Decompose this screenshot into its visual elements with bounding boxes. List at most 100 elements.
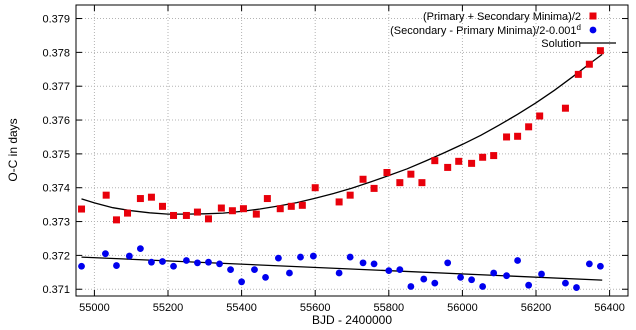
primary-secondary-mean-point	[158, 202, 166, 210]
secondary-primary-diff-point	[262, 273, 269, 281]
primary-secondary-mean-point	[514, 132, 522, 140]
x-axis-title: BJD - 2400000	[312, 313, 392, 327]
legend-label: (Secondary - Primary Minima)/2-0.001d	[390, 23, 581, 38]
primary-secondary-mean-point	[335, 198, 343, 206]
secondary-primary-diff-point	[183, 257, 190, 264]
primary-secondary-mean-point	[503, 133, 511, 141]
primary-secondary-mean-point	[490, 152, 498, 160]
primary-secondary-mean-point	[182, 211, 190, 219]
primary-secondary-mean-point	[228, 207, 236, 215]
y-axis-title: O-C in days	[6, 118, 20, 181]
secondary-primary-diff-point	[148, 258, 155, 266]
secondary-primary-diff-point	[525, 281, 533, 289]
legend-label: Solution	[541, 38, 581, 50]
primary-secondary-mean-point	[431, 157, 439, 165]
solution-curve-line	[81, 53, 603, 215]
primary-secondary-mean-point	[468, 159, 476, 167]
secondary-primary-diff-point	[538, 270, 545, 278]
secondary-primary-diff-point	[431, 279, 439, 287]
primary-secondary-mean-point	[147, 193, 155, 201]
primary-secondary-mean-point	[585, 60, 593, 68]
x-tick-label: 55200	[153, 302, 184, 314]
secondary-primary-diff-point	[407, 283, 415, 290]
primary-secondary-mean-point	[217, 204, 225, 212]
primary-secondary-mean-point	[124, 209, 132, 217]
secondary-primary-diff-point	[286, 269, 293, 277]
primary-secondary-mean-point	[102, 191, 110, 199]
secondary-primary-diff-point	[194, 259, 201, 267]
secondary-primary-diff-point	[479, 283, 487, 290]
y-tick-label: 0.376	[42, 115, 70, 127]
primary-secondary-mean-point	[193, 208, 201, 216]
x-tick-label: 56000	[447, 302, 478, 314]
secondary-primary-diff-point	[585, 260, 593, 268]
solution-curve-line	[81, 256, 603, 281]
x-tick-label: 55400	[226, 302, 257, 314]
x-tick-label: 55000	[79, 302, 110, 314]
primary-secondary-mean-point	[383, 168, 391, 176]
y-tick-label: 0.378	[42, 47, 70, 59]
primary-secondary-mean-point	[112, 216, 120, 224]
primary-secondary-mean-point	[370, 184, 378, 192]
secondary-primary-diff-point	[205, 258, 212, 266]
secondary-primary-diff-point	[457, 273, 464, 281]
primary-secondary-mean-point	[311, 184, 319, 192]
secondary-primary-diff-point	[562, 279, 569, 287]
x-tick-label: 56400	[594, 302, 625, 314]
secondary-primary-diff-point	[78, 262, 85, 270]
secondary-primary-diff-point	[297, 253, 304, 261]
y-tick-label: 0.377	[42, 81, 70, 93]
legend-square-marker	[589, 12, 597, 20]
secondary-primary-diff-point	[102, 250, 109, 258]
primary-secondary-mean-point	[239, 205, 247, 213]
y-tick-label: 0.379	[42, 14, 70, 26]
secondary-primary-diff-point	[346, 253, 354, 261]
primary-secondary-mean-point	[479, 153, 487, 161]
y-tick-label: 0.374	[42, 183, 70, 195]
secondary-primary-diff-point	[159, 258, 166, 265]
secondary-primary-diff-point	[137, 245, 144, 253]
axis-ticks: 55000 55200 55400 55600 55800 56000 56200 56400…	[42, 5, 628, 314]
primary-secondary-mean-point	[346, 191, 354, 199]
primary-secondary-mean-point	[407, 170, 415, 178]
legend: (Primary + Secondary Minima)/2(Secondary…	[390, 11, 616, 50]
legend-label: (Primary + Secondary Minima)/2	[423, 11, 581, 23]
secondary-primary-diff-point	[275, 254, 282, 262]
primary-secondary-mean-point	[525, 123, 533, 131]
x-tick-label: 56200	[521, 302, 552, 314]
y-tick-label: 0.372	[42, 250, 70, 262]
secondary-primary-diff-point	[503, 272, 510, 280]
secondary-primary-diff-point	[251, 266, 258, 274]
secondary-primary-diff-point	[125, 252, 133, 260]
primary-secondary-mean-point	[396, 179, 404, 187]
primary-secondary-mean-point	[561, 104, 569, 112]
primary-secondary-mean-point	[170, 211, 178, 219]
primary-secondary-mean-point	[136, 195, 144, 203]
secondary-primary-diff-point	[597, 262, 604, 270]
primary-secondary-mean-point	[276, 205, 284, 213]
secondary-primary-diff-point	[359, 259, 367, 267]
primary-secondary-mean-point	[263, 195, 271, 203]
primary-secondary-mean-point	[536, 112, 544, 120]
primary-secondary-mean-point	[444, 163, 452, 171]
legend-circle-marker	[589, 26, 597, 34]
secondary-primary-diff-point	[444, 259, 452, 267]
x-tick-label: 55800	[374, 302, 405, 314]
grid-layer	[76, 5, 628, 296]
secondary-primary-diff-point	[370, 260, 378, 268]
secondary-primary-diff-point	[216, 260, 223, 268]
secondary-primary-diff-point	[573, 284, 580, 291]
y-tick-label: 0.375	[42, 149, 70, 161]
secondary-primary-diff-point	[420, 275, 428, 283]
y-tick-label: 0.371	[42, 284, 70, 296]
secondary-primary-diff-point	[113, 262, 120, 269]
x-tick-label: 55600	[300, 302, 331, 314]
secondary-primary-diff-point	[514, 257, 521, 264]
secondary-primary-diff-point	[335, 269, 343, 277]
secondary-primary-diff-point	[468, 276, 475, 284]
primary-secondary-mean-point	[78, 205, 86, 213]
secondary-primary-diff-point	[309, 252, 317, 260]
primary-secondary-mean-point	[252, 210, 260, 218]
legend-label-superscript: d	[577, 23, 581, 32]
